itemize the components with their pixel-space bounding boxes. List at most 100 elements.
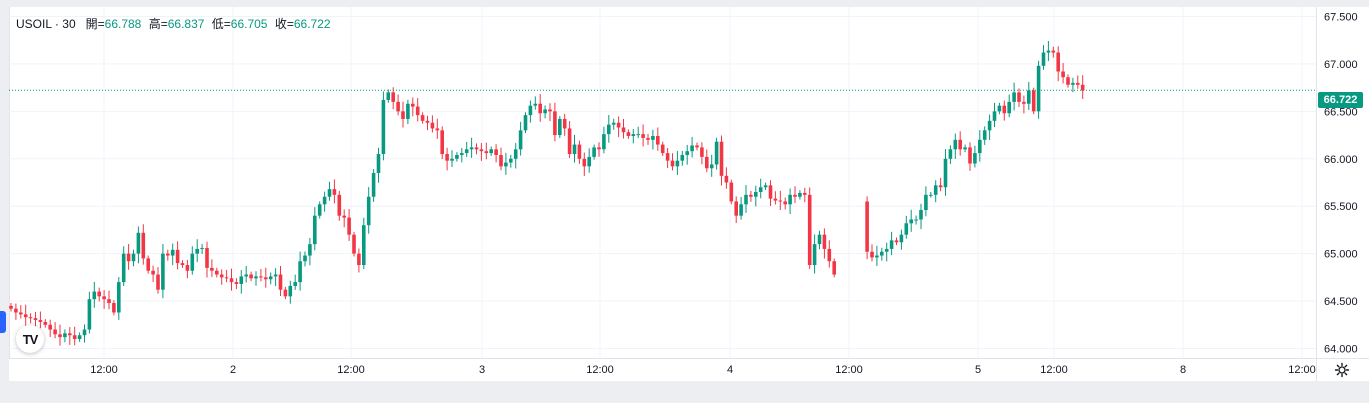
candle-body — [1051, 50, 1056, 53]
time-axis[interactable] — [9, 358, 1316, 382]
candle-body — [636, 134, 640, 136]
time-tick-label: 4 — [727, 364, 733, 376]
candle-body — [587, 156, 591, 167]
candle-body — [406, 103, 410, 119]
candle-body — [1036, 65, 1041, 112]
candle-body — [509, 158, 513, 163]
candle-body — [112, 302, 116, 313]
candle-body — [87, 299, 92, 330]
candle-body — [929, 194, 933, 196]
candle-body — [523, 115, 528, 131]
candle-body — [391, 92, 395, 102]
candle-body — [616, 122, 621, 128]
candle-body — [968, 147, 972, 164]
candle-body — [924, 194, 928, 211]
open-value: 66.788 — [104, 17, 142, 31]
candle-body — [582, 158, 587, 167]
candle-body — [117, 282, 121, 313]
candle-body — [729, 182, 734, 202]
candle-body — [788, 194, 792, 205]
separator-dot: · — [54, 17, 63, 31]
candle-body — [1061, 71, 1065, 78]
candle-body — [151, 270, 155, 275]
ohlc-legend: USOIL · 30 開=66.788 高=66.837 低=66.705 收=… — [16, 15, 335, 32]
candle-body — [783, 201, 787, 205]
candle-body — [102, 296, 106, 300]
candle-body — [739, 204, 743, 216]
candle-body — [1031, 90, 1036, 112]
candle-body — [577, 144, 582, 159]
candle-body — [28, 317, 33, 319]
candle-body — [347, 217, 351, 235]
candle-body — [880, 251, 884, 256]
candle-body — [9, 305, 13, 309]
candle-body — [420, 115, 425, 121]
candle-body — [768, 185, 773, 199]
candle-body — [943, 158, 948, 188]
low-label: 低= — [211, 17, 231, 31]
candle-body — [190, 253, 195, 271]
low-value: 66.705 — [230, 17, 268, 31]
candle-body — [778, 200, 783, 202]
candle-body — [273, 274, 278, 277]
chart-pane[interactable] — [9, 7, 1317, 358]
candle-body — [597, 147, 601, 150]
time-tick-label: 12:00 — [586, 364, 614, 376]
candle-body — [92, 291, 97, 300]
candle-body — [1027, 90, 1031, 104]
candle-body — [38, 320, 43, 322]
candle-body — [1022, 101, 1026, 104]
candle-body — [14, 308, 18, 313]
candle-body — [484, 151, 489, 154]
candle-body — [948, 149, 953, 159]
candle-body — [518, 130, 523, 150]
candle-body — [675, 160, 680, 167]
candle-body — [107, 299, 111, 303]
candle-body — [313, 215, 317, 245]
last-price-badge: 66.722 — [1318, 92, 1363, 108]
candle-body — [293, 282, 297, 286]
candle-body — [1041, 52, 1046, 66]
candle-body — [685, 151, 689, 155]
candle-body — [180, 263, 185, 266]
candle-body — [278, 274, 283, 290]
tradingview-logo-icon[interactable]: TV — [16, 325, 44, 353]
interval-label[interactable]: 30 — [62, 17, 76, 31]
candle-body — [131, 253, 136, 262]
gear-icon[interactable] — [1334, 362, 1350, 378]
candle-body — [798, 192, 802, 197]
candle-body — [185, 265, 190, 271]
candle-body — [700, 147, 704, 157]
candle-body — [435, 128, 440, 131]
candle-body — [464, 149, 469, 154]
candle-body — [553, 111, 557, 136]
candle-body — [156, 274, 160, 290]
candle-body — [72, 335, 77, 340]
candle-body — [744, 194, 748, 205]
price-axis[interactable] — [1316, 7, 1369, 358]
candle-body — [136, 232, 141, 254]
candle-body — [352, 234, 356, 254]
candle-body — [401, 111, 405, 119]
candlestick-chart[interactable]: 64.000 64.500 65.000 65.500 66.000 66.500 67.0… — [9, 7, 1369, 382]
side-panel-toggle[interactable] — [0, 311, 6, 333]
candle-body — [121, 253, 126, 283]
candle-body — [229, 278, 234, 283]
price-tick-label: 66.000 — [1324, 154, 1358, 166]
candle-body — [709, 164, 714, 169]
time-tick-label: 12:00 — [1288, 364, 1316, 376]
candle-body — [938, 185, 943, 188]
candle-body — [33, 318, 38, 321]
candle-body — [656, 136, 660, 145]
symbol-label[interactable]: USOIL — [16, 17, 52, 31]
candle-body — [499, 154, 503, 167]
candle-body — [1076, 82, 1080, 85]
candle-body — [758, 187, 763, 192]
candle-body — [53, 329, 57, 335]
candle-body — [411, 103, 415, 107]
candle-body — [705, 156, 709, 169]
candle-body — [283, 289, 288, 297]
candle-body — [562, 118, 567, 129]
candle-body — [1056, 52, 1060, 72]
candle-body — [953, 139, 958, 150]
